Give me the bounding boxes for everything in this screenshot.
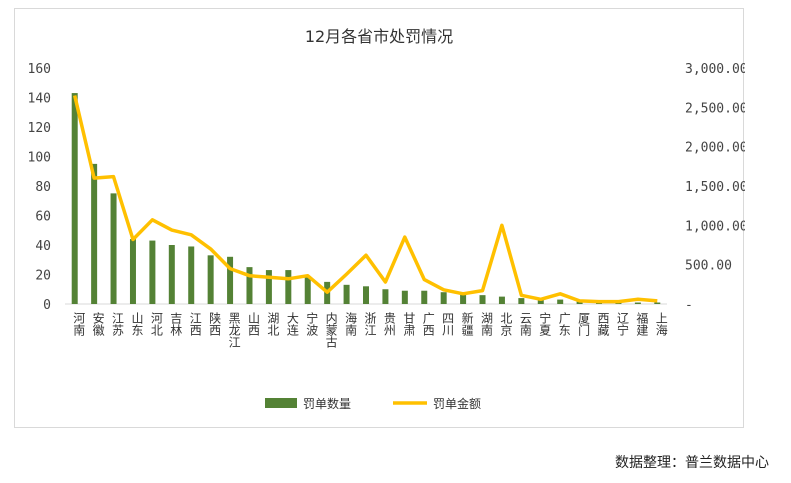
bar-上海 bbox=[654, 302, 661, 304]
x-tick-label: 广西 bbox=[421, 312, 435, 336]
x-tick-label: 甘肃 bbox=[402, 312, 416, 337]
bar-江苏 bbox=[110, 193, 117, 304]
y-left-tick-label: 160 bbox=[28, 62, 51, 77]
x-tick-label: 江苏 bbox=[111, 312, 125, 336]
bar-河北 bbox=[149, 240, 156, 304]
bar-新疆 bbox=[460, 293, 467, 304]
legend-label-bars: 罚单数量 bbox=[303, 396, 351, 411]
y-left-tick-label: 40 bbox=[35, 239, 51, 254]
x-tick-label: 福建 bbox=[635, 311, 649, 337]
bar-广西 bbox=[421, 290, 428, 304]
y-left-tick-label: 0 bbox=[43, 298, 51, 313]
bar-福建 bbox=[634, 302, 641, 304]
bar-宁波 bbox=[304, 277, 311, 304]
y-right-tick-label: - bbox=[685, 298, 693, 313]
y-left-tick-label: 120 bbox=[28, 121, 51, 136]
chart-title: 12月各省市处罚情况 bbox=[304, 27, 454, 46]
x-tick-label: 安徽 bbox=[91, 311, 105, 336]
x-tick-label: 西藏 bbox=[596, 312, 610, 337]
x-tick-label: 黑龙江 bbox=[227, 312, 241, 348]
x-tick-label: 大连 bbox=[285, 312, 299, 337]
x-tick-label: 山西 bbox=[246, 312, 260, 336]
bar-大连 bbox=[285, 270, 292, 304]
bar-宁夏 bbox=[537, 299, 544, 304]
x-tick-label: 广东 bbox=[557, 312, 571, 336]
y-right-tick-label: 2,000.00 bbox=[685, 141, 745, 156]
x-tick-label: 新疆 bbox=[460, 311, 474, 336]
line-series bbox=[72, 95, 658, 304]
bar-湖南 bbox=[479, 295, 486, 304]
source-note: 数据整理：普兰数据中心 bbox=[615, 455, 769, 471]
x-tick-label: 内蒙古 bbox=[324, 312, 338, 348]
bar-安徽 bbox=[91, 163, 98, 304]
bar-广东 bbox=[557, 299, 564, 304]
bar-北京 bbox=[498, 296, 505, 304]
chart-container: 12月各省市处罚情况 0 20 40 60 80 100 120 140 160 - 500.00 1… bbox=[14, 8, 745, 428]
y-left-tick-label: 60 bbox=[35, 210, 51, 225]
x-tick-label: 云南 bbox=[518, 312, 532, 336]
y-right-tick-label: 1,000.00 bbox=[685, 219, 745, 234]
bar-陕西 bbox=[207, 255, 214, 304]
x-tick-label: 贵州 bbox=[382, 312, 396, 336]
y-right-tick-label: 3,000.00 bbox=[685, 62, 745, 77]
bar-贵州 bbox=[382, 289, 389, 304]
x-tick-label: 厦门 bbox=[577, 312, 591, 336]
bar-吉林 bbox=[168, 245, 175, 304]
bar-浙江 bbox=[363, 286, 369, 304]
bar-甘肃 bbox=[401, 290, 408, 304]
y-right-tick-label: 1,500.00 bbox=[685, 180, 745, 195]
x-tick-label: 辽宁 bbox=[615, 312, 629, 336]
x-tick-label: 宁波 bbox=[305, 311, 319, 337]
bar-湖北 bbox=[265, 270, 272, 304]
y-right-tick-label: 500.00 bbox=[685, 259, 732, 274]
x-tick-label: 湖北 bbox=[266, 311, 280, 337]
x-tick-label: 江西 bbox=[188, 312, 202, 336]
x-tick-label: 海南 bbox=[344, 311, 358, 336]
x-tick-label: 上海 bbox=[654, 312, 668, 336]
legend-swatch-bars bbox=[265, 398, 297, 408]
y-left-tick-label: 100 bbox=[28, 151, 51, 166]
bar-山西 bbox=[246, 267, 253, 304]
x-tick-label: 宁夏 bbox=[538, 311, 552, 336]
bar-江西 bbox=[188, 246, 195, 304]
bar-山东 bbox=[129, 239, 136, 304]
y-left-tick-label: 140 bbox=[28, 92, 51, 107]
bar-河南 bbox=[71, 93, 78, 304]
bar-黑龙江 bbox=[227, 256, 234, 304]
x-tick-label: 湖南 bbox=[480, 311, 494, 336]
x-tick-label: 河南 bbox=[72, 312, 86, 336]
bar-海南 bbox=[343, 284, 350, 304]
y-left-tick-label: 80 bbox=[35, 180, 51, 195]
x-tick-label: 山东 bbox=[130, 312, 144, 336]
combo-chart: 0 20 40 60 80 100 120 140 160 - 500.00 1,000.00 1,50… bbox=[28, 62, 745, 411]
x-tick-label: 浙江 bbox=[363, 312, 377, 336]
x-tick-label: 陕西 bbox=[208, 311, 222, 336]
x-tick-label: 吉林 bbox=[169, 312, 183, 336]
x-tick-label: 四川 bbox=[441, 312, 455, 336]
y-right-tick-label: 2,500.00 bbox=[685, 101, 745, 116]
bar-四川 bbox=[440, 292, 447, 304]
x-tick-label: 河北 bbox=[149, 312, 163, 337]
x-tick-label: 北京 bbox=[499, 312, 513, 337]
y-left-tick-label: 20 bbox=[35, 269, 51, 284]
legend-label-line: 罚单金额 bbox=[433, 396, 481, 411]
bar-云南 bbox=[518, 298, 525, 304]
